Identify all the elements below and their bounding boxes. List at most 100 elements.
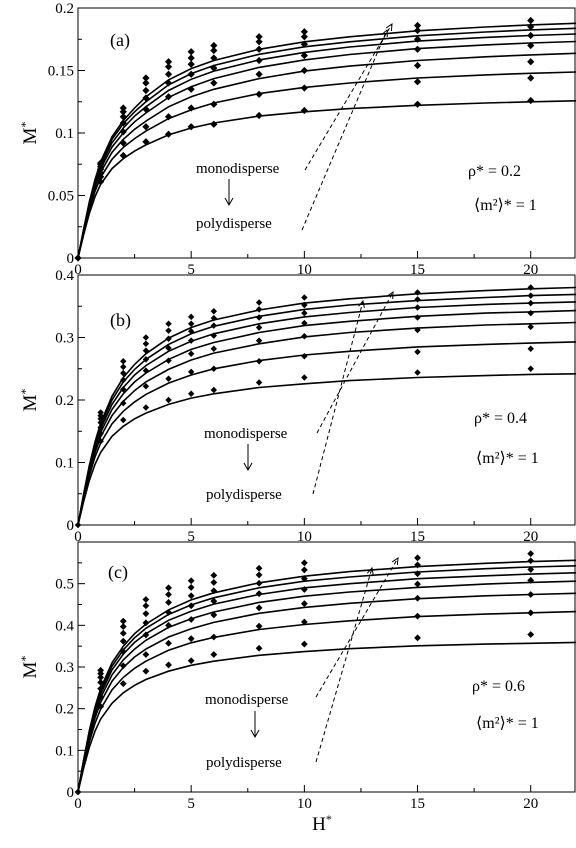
data-point (210, 345, 218, 352)
x-tick-label: 15 (410, 262, 425, 278)
data-point (119, 637, 127, 645)
y-tick-label: 0.2 (55, 1, 74, 17)
y-axis-label-sup: * (18, 122, 32, 128)
annotation-monodisperse: monodisperse (205, 692, 289, 708)
data-point (414, 561, 421, 569)
data-point (142, 79, 150, 87)
data-point (300, 66, 308, 75)
data-point (527, 566, 535, 573)
data-point (142, 334, 150, 341)
y-tick-label: 0.05 (48, 189, 74, 205)
data-point (187, 123, 195, 131)
data-point (255, 644, 263, 652)
data-point (187, 337, 195, 344)
data-point (97, 670, 105, 678)
data-point (414, 296, 421, 303)
data-point (300, 33, 308, 41)
data-point (187, 368, 195, 376)
data-point (255, 379, 263, 386)
dashed-arrow-1 (304, 23, 393, 171)
annotation-monodisperse: monodisperse (196, 161, 280, 177)
data-point (527, 96, 535, 105)
data-point (164, 70, 173, 78)
panel-label: (a) (110, 30, 130, 51)
data-point (210, 365, 218, 372)
data-point (300, 106, 308, 115)
data-point (413, 21, 422, 30)
arrowhead (243, 462, 253, 472)
x-tick-label: 0 (74, 262, 82, 278)
data-point (187, 328, 195, 335)
annotation-moment: ⟨m²⟩* = 1 (476, 450, 539, 467)
data-point (119, 662, 127, 670)
data-point (165, 661, 172, 669)
data-point (164, 113, 173, 121)
data-point (187, 584, 195, 591)
data-point (301, 353, 308, 360)
data-point (301, 333, 308, 340)
data-point (255, 590, 263, 598)
series-line-6 (77, 610, 576, 793)
data-point (164, 130, 173, 138)
data-point (255, 45, 263, 53)
dashed-arrow-2 (301, 29, 388, 231)
data-point (300, 600, 308, 608)
data-point (527, 309, 534, 317)
data-point (142, 340, 150, 347)
data-point (527, 365, 534, 372)
data-point (255, 571, 263, 579)
x-axis-label: H* (312, 812, 332, 835)
y-tick-label: 0.15 (48, 64, 74, 80)
data-point (142, 383, 150, 390)
data-point (164, 93, 173, 101)
data-point (301, 309, 308, 317)
data-point (165, 357, 172, 364)
data-point-origin (74, 254, 82, 262)
data-point (414, 304, 421, 311)
data-point (119, 648, 127, 655)
data-point (414, 369, 421, 376)
data-point (97, 430, 104, 437)
data-point (414, 314, 421, 321)
y-axis-label-sup: * (18, 656, 32, 662)
data-point (187, 320, 195, 327)
data-point (527, 284, 534, 291)
data-point (527, 609, 535, 617)
x-tick-label: 10 (297, 529, 312, 545)
data-point (119, 617, 127, 625)
data-point (210, 579, 218, 586)
panel-label: (b) (110, 310, 131, 331)
data-point (413, 35, 422, 43)
data-point (210, 651, 218, 658)
data-point (527, 323, 534, 331)
data-point (210, 46, 218, 55)
data-point (142, 596, 150, 603)
x-tick-label: 5 (187, 262, 195, 278)
data-point (119, 119, 127, 127)
data-point (414, 554, 421, 562)
data-point (119, 680, 127, 688)
data-point-origin (74, 521, 82, 529)
data-point (210, 571, 218, 579)
data-point (119, 139, 127, 147)
x-axis-label-sup: * (326, 812, 332, 826)
data-point (142, 356, 150, 363)
data-point (142, 667, 150, 675)
data-point (119, 629, 127, 637)
x-tick-label: 15 (410, 796, 425, 812)
series-line-5 (77, 52, 576, 259)
data-point (210, 611, 218, 619)
y-tick-label: 0.2 (55, 393, 74, 409)
y-axis-label: M* (18, 122, 41, 145)
y-tick-label: 0.3 (55, 660, 74, 676)
panel-label: (c) (108, 562, 128, 583)
y-tick-label: 0.1 (55, 743, 74, 759)
series-line-6 (77, 341, 576, 526)
data-point (527, 23, 535, 31)
dashed-arrow-1 (315, 557, 399, 698)
data-point (187, 104, 195, 112)
data-point (97, 679, 105, 686)
data-point (414, 634, 421, 642)
data-point (527, 41, 535, 50)
data-point (300, 640, 308, 648)
